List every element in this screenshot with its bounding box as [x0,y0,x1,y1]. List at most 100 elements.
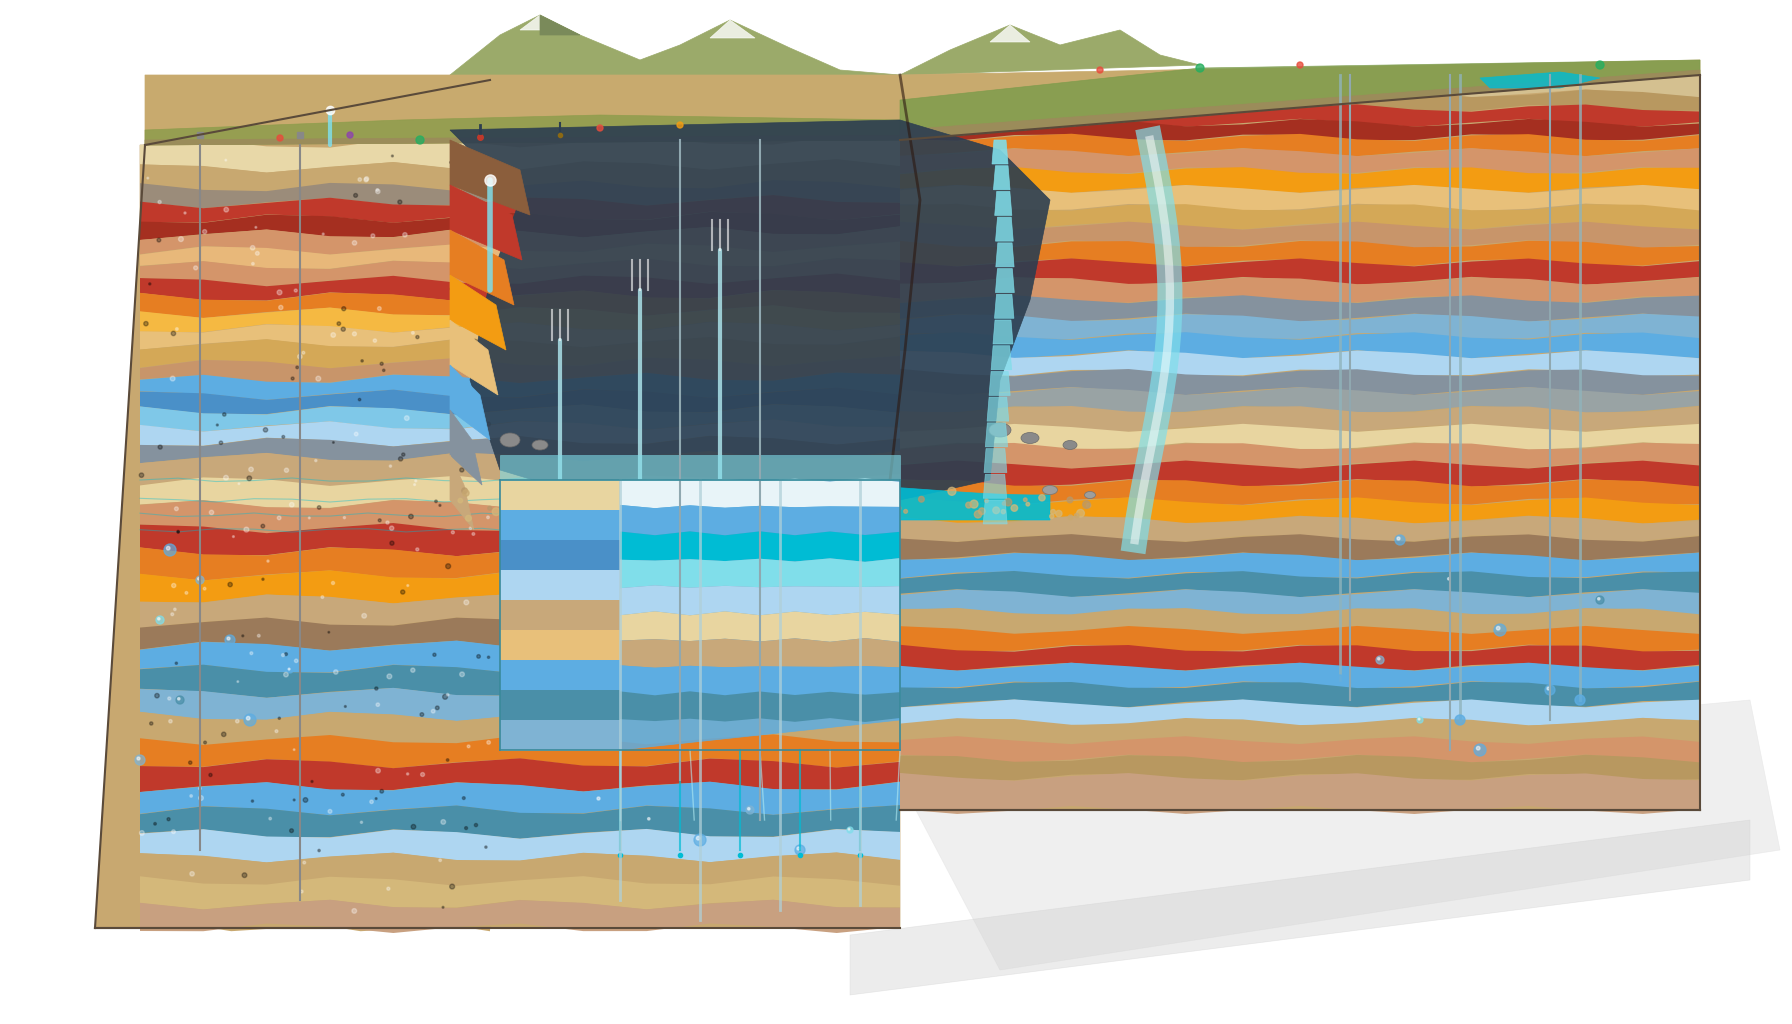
Polygon shape [500,510,620,540]
Circle shape [315,460,317,462]
Circle shape [548,512,552,516]
Polygon shape [140,305,900,333]
Polygon shape [145,883,489,931]
Circle shape [969,500,978,508]
Polygon shape [500,480,620,750]
Circle shape [242,635,244,637]
Circle shape [222,732,226,736]
Circle shape [204,741,206,743]
Circle shape [1598,598,1600,600]
Circle shape [1575,695,1584,705]
Circle shape [434,653,435,656]
Polygon shape [900,773,1701,814]
Circle shape [889,511,892,515]
Circle shape [403,232,407,237]
Polygon shape [140,160,900,191]
Polygon shape [900,71,1701,97]
Ellipse shape [1043,485,1057,495]
Circle shape [1011,505,1018,511]
Circle shape [1448,578,1450,580]
Circle shape [294,799,296,801]
Polygon shape [145,697,489,740]
Circle shape [647,817,650,820]
Polygon shape [900,589,1701,615]
Polygon shape [95,80,489,928]
Circle shape [462,797,466,800]
Circle shape [332,582,335,585]
Polygon shape [900,167,1701,193]
Polygon shape [991,346,1012,370]
Circle shape [249,652,253,654]
Circle shape [487,656,489,658]
Circle shape [251,262,254,265]
Circle shape [516,513,523,520]
Circle shape [674,500,677,503]
Circle shape [1446,575,1453,584]
Polygon shape [993,319,1012,344]
Circle shape [450,884,455,889]
Circle shape [1417,717,1423,723]
Polygon shape [140,474,900,509]
Circle shape [303,351,305,354]
Circle shape [280,305,283,309]
Circle shape [217,424,219,426]
Circle shape [185,212,186,214]
Polygon shape [900,553,1701,579]
Circle shape [1039,495,1045,501]
Circle shape [1097,67,1104,73]
Polygon shape [450,230,514,305]
Circle shape [297,354,303,358]
Polygon shape [900,516,1701,542]
Circle shape [468,745,470,748]
Circle shape [199,796,202,801]
Polygon shape [984,474,1007,499]
Circle shape [342,306,346,310]
Circle shape [317,506,321,509]
Circle shape [389,465,392,467]
Polygon shape [710,20,754,38]
Circle shape [631,496,634,500]
Circle shape [156,616,165,624]
Polygon shape [900,718,1701,743]
Circle shape [975,511,982,518]
Polygon shape [450,275,505,350]
Polygon shape [500,570,620,600]
Polygon shape [900,571,1701,597]
Circle shape [466,515,471,521]
Polygon shape [140,373,900,400]
Polygon shape [900,258,1701,285]
Polygon shape [145,220,489,305]
Circle shape [573,494,579,498]
Circle shape [1075,513,1079,518]
Circle shape [179,237,183,242]
Circle shape [516,506,520,511]
Circle shape [966,502,971,508]
Circle shape [547,497,552,501]
Polygon shape [145,750,489,790]
Circle shape [398,457,403,461]
Circle shape [797,501,803,506]
Circle shape [312,780,314,782]
Polygon shape [140,195,900,223]
Polygon shape [145,774,489,813]
Circle shape [464,826,468,829]
Circle shape [251,800,254,802]
Circle shape [382,369,385,372]
Polygon shape [996,243,1014,267]
Circle shape [948,487,955,496]
Circle shape [984,499,987,503]
Circle shape [455,490,457,493]
Circle shape [278,290,281,295]
Polygon shape [450,15,900,80]
Polygon shape [900,424,1701,450]
Circle shape [197,578,201,580]
Polygon shape [900,699,1701,726]
Circle shape [376,188,378,191]
Polygon shape [987,397,1009,421]
Circle shape [461,672,464,677]
Circle shape [333,670,339,674]
Circle shape [435,500,437,503]
Polygon shape [900,663,1701,689]
Circle shape [224,475,228,480]
Circle shape [1004,499,1012,506]
